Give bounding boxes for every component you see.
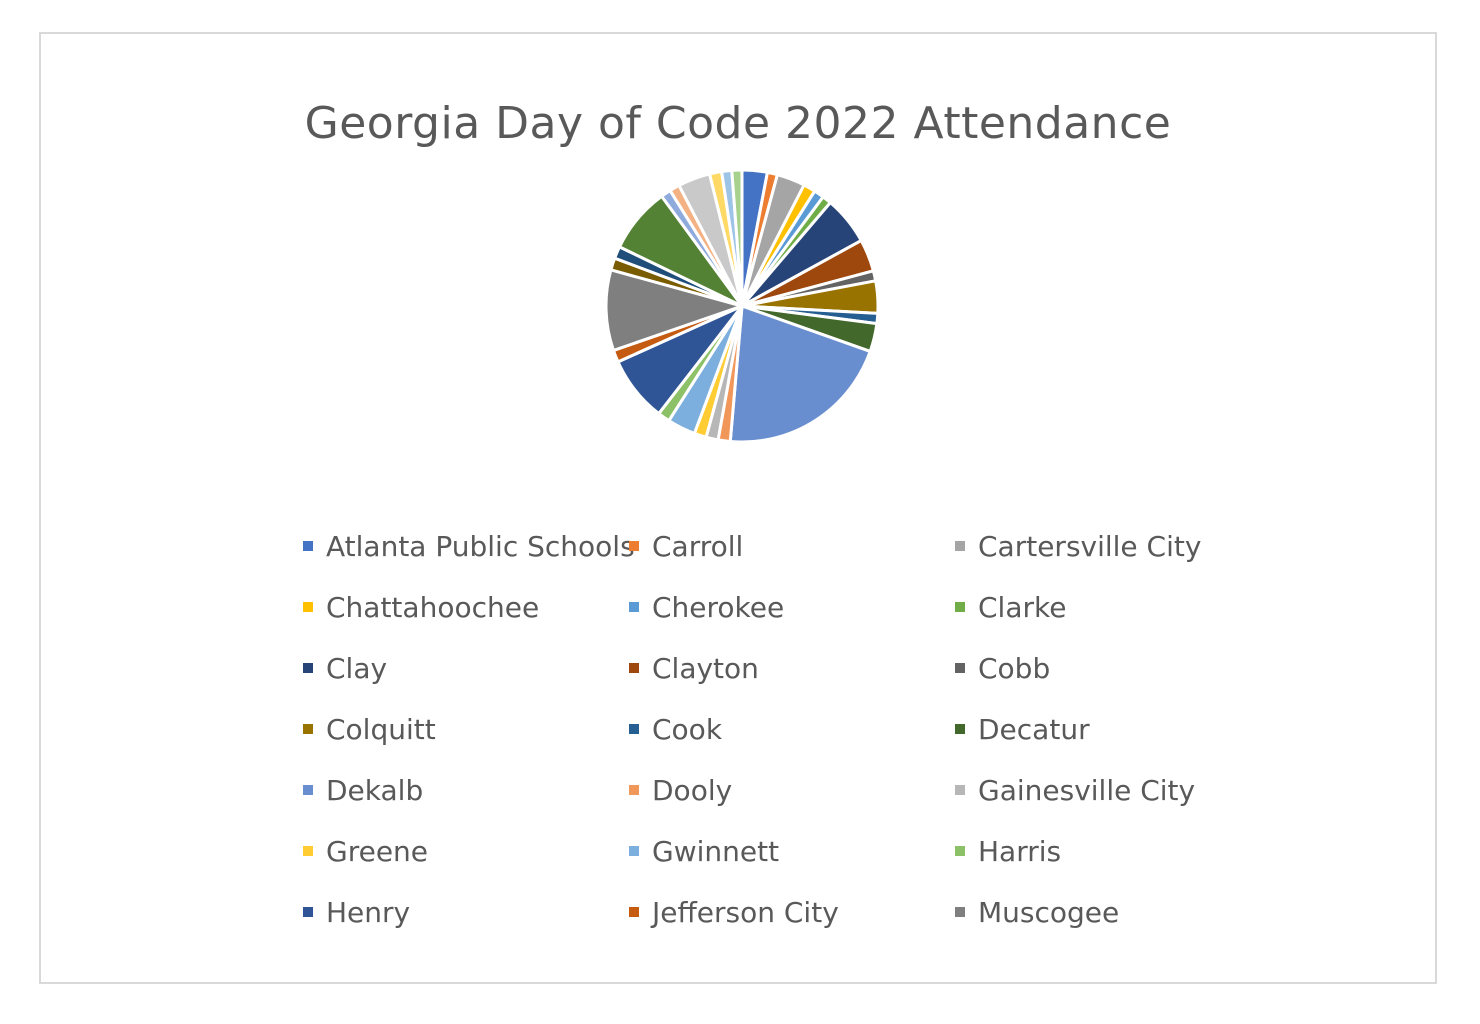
legend-item-cobb: Cobb [955,646,1281,690]
chart-legend: Atlanta Public Schools Carroll Cartersvill… [303,524,1283,951]
legend-item-gainesville-city: Gainesville City [955,768,1281,812]
legend-swatch [303,724,313,734]
legend-swatch [303,663,313,673]
legend-item-colquitt: Colquitt [303,707,629,751]
chart-title: Georgia Day of Code 2022 Attendance [304,98,1172,149]
legend-swatch [303,602,313,612]
legend-label: Chattahoochee [326,590,540,624]
legend-swatch [629,724,639,734]
legend-item-clayton: Clayton [629,646,955,690]
legend-swatch [629,541,639,551]
legend-label: Cherokee [652,590,785,624]
legend-item-jefferson-city: Jefferson City [629,890,955,934]
legend-item-clay: Clay [303,646,629,690]
legend-item-gwinnett: Gwinnett [629,829,955,873]
legend-label: Gainesville City [978,773,1196,807]
legend-label: Cobb [978,651,1051,685]
legend-label: Greene [326,834,429,868]
legend-item-harris: Harris [955,829,1281,873]
legend-label: Harris [978,834,1062,868]
legend-label: Clay [326,651,388,685]
legend-label: Dooly [652,773,733,807]
legend-swatch [955,846,965,856]
legend-label: Atlanta Public Schools [326,529,635,563]
pie-slice-muscogee [604,268,744,352]
legend-label: Muscogee [978,895,1120,929]
legend-swatch [955,602,965,612]
legend-label: Carroll [652,529,744,563]
legend-label: Clarke [978,590,1067,624]
legend-swatch [955,785,965,795]
legend-label: Henry [326,895,411,929]
chart-frame: Georgia Day of Code 2022 Attendance Atla… [39,32,1437,984]
legend-label: Dekalb [326,773,424,807]
legend-item-cook: Cook [629,707,955,751]
legend-label: Cartersville City [978,529,1202,563]
legend-item-dooly: Dooly [629,768,955,812]
legend-swatch [629,846,639,856]
legend-swatch [955,724,965,734]
legend-swatch [629,785,639,795]
legend-swatch [955,907,965,917]
legend-item-greene: Greene [303,829,629,873]
legend-swatch [629,907,639,917]
legend-item-chattahoochee: Chattahoochee [303,585,629,629]
legend-swatch [303,907,313,917]
legend-label: Decatur [978,712,1090,746]
pie-chart [604,168,880,444]
legend-swatch [629,663,639,673]
legend-swatch [303,541,313,551]
legend-item-henry: Henry [303,890,629,934]
legend-item-cartersville-city: Cartersville City [955,524,1281,568]
pie-slice-dekalb [728,304,872,444]
legend-swatch [303,846,313,856]
legend-label: Clayton [652,651,759,685]
legend-item-carroll: Carroll [629,524,955,568]
legend-item-clarke: Clarke [955,585,1281,629]
legend-swatch [955,663,965,673]
legend-label: Gwinnett [652,834,780,868]
legend-swatch [629,602,639,612]
legend-item-atlanta-public-schools: Atlanta Public Schools [303,524,635,568]
pie-slice-unlabeled-29 [730,168,744,308]
legend-label: Colquitt [326,712,436,746]
legend-swatch [955,541,965,551]
legend-item-muscogee: Muscogee [955,890,1281,934]
legend-item-decatur: Decatur [955,707,1281,751]
legend-item-dekalb: Dekalb [303,768,629,812]
legend-label: Cook [652,712,723,746]
legend-swatch [303,785,313,795]
legend-label: Jefferson City [652,895,839,929]
legend-item-cherokee: Cherokee [629,585,955,629]
